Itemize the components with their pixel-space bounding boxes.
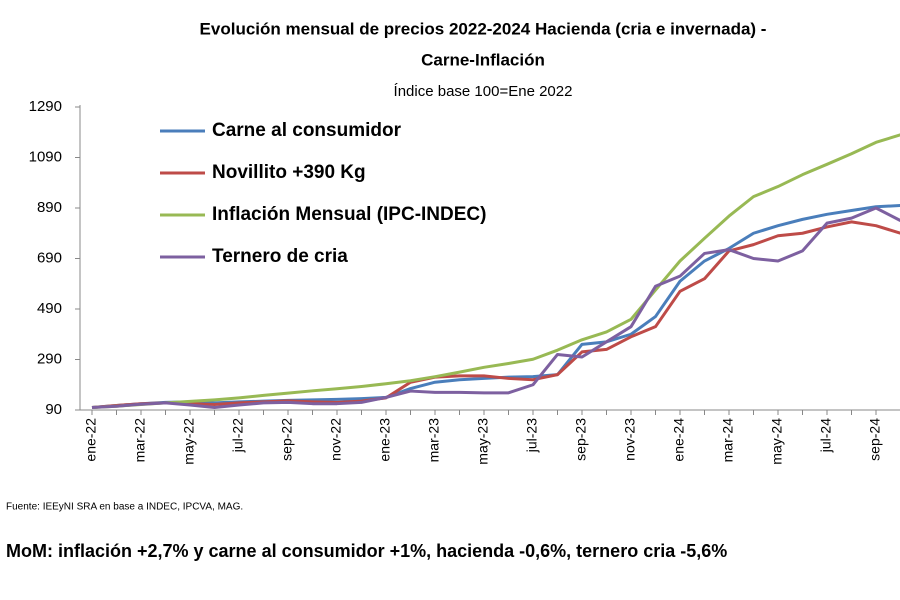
y-tick-label: 1090 <box>29 148 62 165</box>
chart-subtitle: Índice base 100=Ene 2022 <box>394 83 573 100</box>
caption: MoM: inflación +2,7% y carne al consumid… <box>6 541 727 561</box>
x-tick-label: ene-24 <box>671 418 687 462</box>
x-tick-label: mar-23 <box>426 418 442 463</box>
x-tick-label: ene-22 <box>83 418 99 462</box>
y-tick-label: 290 <box>37 350 62 367</box>
y-tick-label: 890 <box>37 199 62 216</box>
series-line <box>91 220 900 409</box>
chart-title: Carne-Inflación <box>421 50 545 69</box>
y-tick-label: 690 <box>37 249 62 266</box>
y-tick-label: 490 <box>37 300 62 317</box>
x-tick-label: may-23 <box>475 418 491 465</box>
legend-label: Carne al consumidor <box>212 120 402 141</box>
x-tick-label: ene-23 <box>377 418 393 462</box>
x-tick-label: nov-22 <box>328 418 344 461</box>
x-tick-label: jul-23 <box>524 418 540 453</box>
x-tick-label: sep-24 <box>867 418 883 461</box>
legend-label: Inflación Mensual (IPC-INDEC) <box>212 204 486 225</box>
legend-label: Ternero de cria <box>212 246 348 267</box>
y-tick-label: 1290 <box>29 98 62 115</box>
x-tick-label: may-24 <box>769 418 785 465</box>
legend-label: Novillito +390 Kg <box>212 162 366 183</box>
x-tick-label: jul-24 <box>818 418 834 453</box>
x-tick-label: jul-22 <box>230 418 246 453</box>
x-tick-label: mar-24 <box>720 418 736 463</box>
chart-title: Evolución mensual de precios 2022-2024 H… <box>200 19 767 38</box>
x-tick-label: sep-22 <box>279 418 295 461</box>
x-tick-label: may-22 <box>181 418 197 465</box>
x-tick-label: sep-23 <box>573 418 589 461</box>
source-note: Fuente: IEEyNI SRA en base a INDEC, IPCV… <box>6 502 243 513</box>
y-tick-label: 90 <box>45 401 62 418</box>
series-line <box>91 133 900 409</box>
plot-area <box>91 133 900 409</box>
series-line <box>91 206 900 409</box>
x-tick-label: nov-23 <box>622 418 638 461</box>
x-tick-label: mar-22 <box>132 418 148 463</box>
